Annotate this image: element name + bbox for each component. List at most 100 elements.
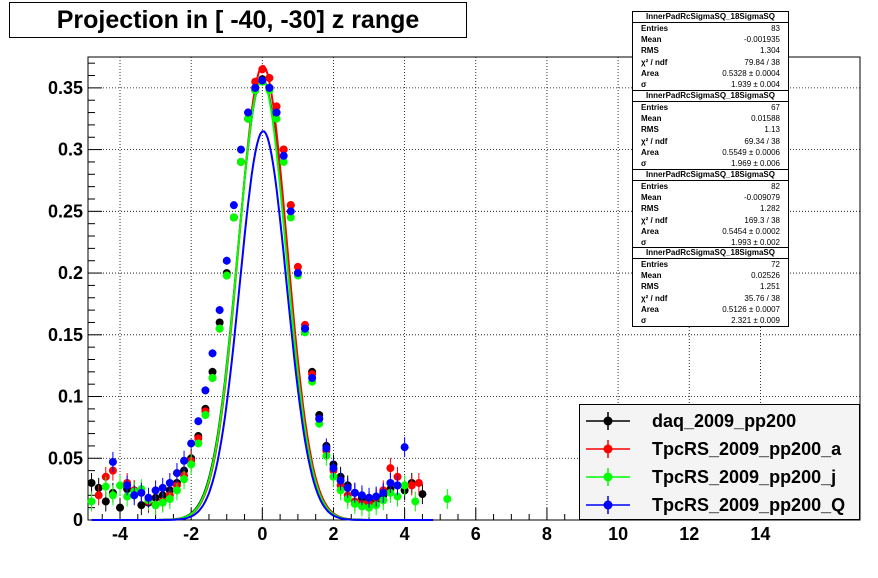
- stats-value: 1.969 ± 0.006: [731, 158, 780, 168]
- stats-box: InnerPadRcSigmaSQ_18SigmaSQ Entries 67 Mean…: [632, 90, 789, 171]
- stats-row: Area 0.5549 ± 0.0006: [633, 147, 788, 158]
- data-point: [336, 476, 345, 485]
- data-point: [258, 65, 267, 74]
- stats-row: Entries 82: [633, 181, 788, 192]
- stats-key: Entries: [641, 260, 669, 269]
- data-point: [279, 151, 288, 160]
- stats-key: RMS: [641, 204, 659, 214]
- data-point: [386, 464, 395, 473]
- data-point: [208, 367, 217, 376]
- data-point: [151, 501, 160, 510]
- stats-key: χ² / ndf: [641, 215, 668, 225]
- data-point: [286, 207, 295, 216]
- legend-item: TpcRS_2009_pp200_Q: [580, 491, 859, 519]
- stats-row: Area 0.5454 ± 0.0002: [633, 226, 788, 237]
- data-point: [194, 439, 203, 448]
- stats-row: RMS 1.304: [633, 45, 788, 56]
- data-point: [350, 488, 359, 497]
- data-point: [94, 491, 103, 500]
- data-point: [123, 492, 132, 501]
- data-point: [343, 483, 352, 492]
- y-tick-label: 0.1: [58, 387, 83, 407]
- stats-title: InnerPadRcSigmaSQ_18SigmaSQ: [633, 12, 788, 23]
- x-tick-label: 8: [542, 524, 552, 544]
- data-point: [151, 486, 160, 495]
- data-point: [272, 102, 281, 111]
- data-point: [265, 83, 274, 92]
- data-point: [158, 498, 167, 507]
- data-point: [308, 374, 317, 383]
- data-point: [315, 414, 324, 423]
- stats-row: Mean -0.009079: [633, 192, 788, 203]
- data-point: [251, 77, 260, 86]
- legend-swatch-icon: [586, 412, 630, 430]
- stats-row: Area 0.5328 ± 0.0004: [633, 68, 788, 79]
- data-point: [293, 269, 302, 278]
- data-point: [236, 145, 245, 154]
- stats-row: RMS 1.251: [633, 281, 788, 292]
- legend-label: TpcRS_2009_pp200_a: [652, 439, 842, 459]
- legend-swatch-icon: [586, 440, 630, 458]
- stats-key: Mean: [641, 193, 662, 203]
- data-point: [87, 478, 96, 487]
- data-point: [194, 417, 203, 426]
- y-tick-label: 0.25: [48, 201, 83, 221]
- data-point: [137, 488, 146, 497]
- data-point: [165, 478, 174, 487]
- data-point: [244, 108, 253, 117]
- stats-key: χ² / ndf: [641, 293, 668, 303]
- stats-row: RMS 1.13: [633, 124, 788, 135]
- stats-row: σ 1.993 ± 0.002: [633, 237, 788, 248]
- stats-value: 0.02526: [751, 271, 780, 281]
- stats-title: InnerPadRcSigmaSQ_18SigmaSQ: [633, 248, 788, 259]
- data-point: [130, 491, 139, 500]
- data-point: [418, 490, 427, 499]
- data-point: [101, 482, 110, 491]
- y-tick-label: 0.3: [58, 140, 83, 160]
- x-tick-label: 4: [400, 524, 410, 544]
- legend-item: daq_2009_pp200: [580, 407, 859, 435]
- data-point: [215, 324, 224, 333]
- stats-value: 1.251: [759, 282, 780, 292]
- stats-value: 0.5454 ± 0.0002: [722, 226, 780, 236]
- stats-key: σ: [641, 158, 647, 168]
- data-point: [407, 481, 416, 490]
- data-point: [329, 464, 338, 473]
- data-point: [187, 439, 196, 448]
- data-point: [208, 349, 217, 358]
- data-point: [365, 493, 374, 502]
- data-point: [357, 502, 366, 511]
- stats-value: -0.001935: [743, 35, 780, 45]
- stats-box: InnerPadRcSigmaSQ_18SigmaSQ Entries 72 Mean…: [632, 247, 789, 328]
- data-point: [322, 444, 331, 453]
- data-point: [172, 469, 181, 478]
- data-point: [279, 157, 288, 166]
- stats-title: InnerPadRcSigmaSQ_18SigmaSQ: [633, 170, 788, 181]
- fit-curve: [91, 130, 434, 521]
- data-point: [187, 460, 196, 469]
- data-point: [236, 157, 245, 166]
- legend-swatch-icon: [586, 468, 630, 486]
- legend-label: daq_2009_pp200: [652, 411, 797, 431]
- legend-label: TpcRS_2009_pp200_Q: [652, 495, 846, 515]
- stats-value: 79.84 / 38: [744, 57, 780, 67]
- legend-item: TpcRS_2009_pp200_j: [580, 463, 859, 491]
- legend-label: TpcRS_2009_pp200_j: [652, 467, 837, 487]
- data-point: [400, 443, 409, 452]
- stats-value: 69.34 / 38: [744, 136, 780, 146]
- stats-row: Entries 83: [633, 23, 788, 34]
- data-point: [372, 492, 381, 501]
- stats-value: 1.304: [759, 46, 780, 56]
- data-point: [137, 501, 146, 510]
- data-point: [116, 481, 125, 490]
- data-point: [215, 318, 224, 327]
- data-point: [251, 83, 260, 92]
- legend-item: TpcRS_2009_pp200_a: [580, 435, 859, 463]
- y-tick-label: 0.05: [48, 448, 83, 468]
- data-points: [87, 65, 452, 518]
- stats-key: RMS: [641, 125, 659, 135]
- stats-row: σ 1.969 ± 0.006: [633, 158, 788, 169]
- stats-value: 2.321 ± 0.009: [731, 315, 780, 325]
- data-point: [286, 213, 295, 222]
- stats-row: χ² / ndf 79.84 / 38: [633, 57, 788, 68]
